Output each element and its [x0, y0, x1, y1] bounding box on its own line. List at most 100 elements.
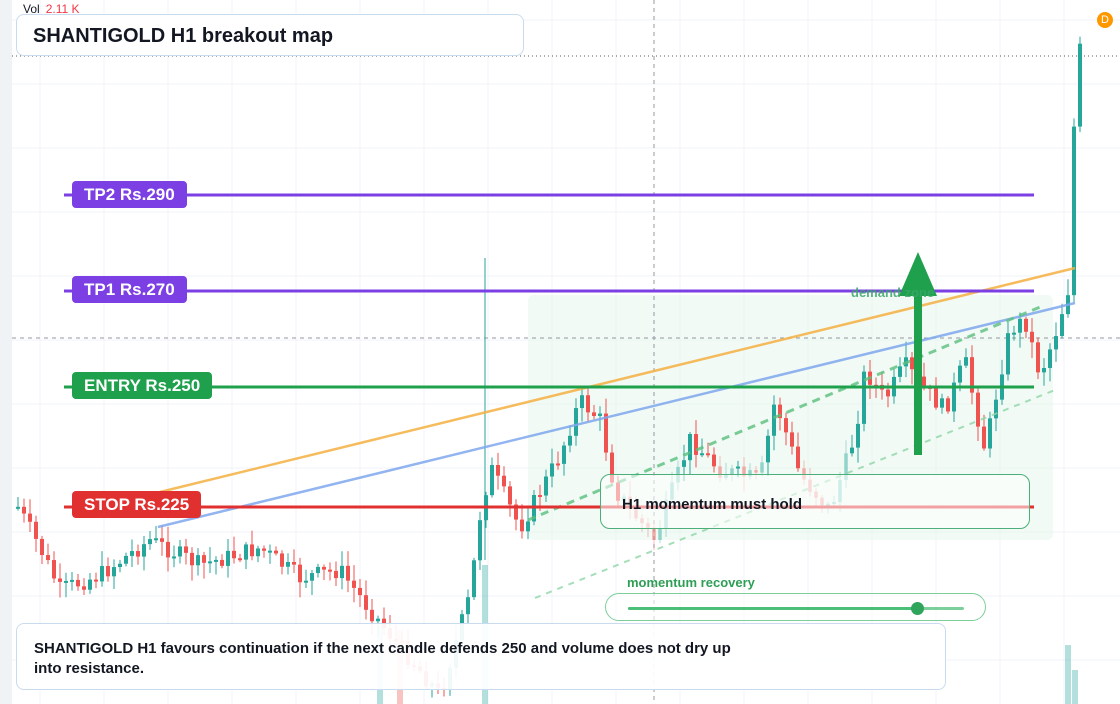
candle-body — [946, 398, 950, 412]
candle-body — [70, 579, 74, 582]
candle-body — [130, 551, 134, 556]
candle-body — [286, 561, 290, 567]
candle-body — [340, 565, 344, 579]
ma-slow-line — [157, 301, 1076, 529]
stop-label[interactable]: STOP Rs.225 — [72, 491, 202, 518]
candle-body — [274, 550, 278, 554]
tp2-label[interactable]: TP2 Rs.290 — [72, 181, 187, 208]
volume-bar — [1072, 670, 1078, 704]
candle-body — [718, 466, 722, 479]
candle-body — [934, 388, 938, 408]
candle-body — [850, 447, 854, 454]
candle-body — [172, 556, 176, 559]
candle-body — [802, 468, 806, 480]
candle-body — [556, 463, 560, 466]
candle-body — [886, 389, 890, 397]
candle-body — [124, 555, 128, 564]
candle-body — [250, 544, 254, 557]
candle-body — [166, 541, 170, 558]
candle-body — [52, 560, 56, 579]
candle-body — [1072, 126, 1076, 296]
candle-body — [100, 566, 104, 582]
candle-body — [88, 579, 92, 590]
candle-body — [34, 521, 38, 539]
candle-body — [208, 561, 212, 564]
candle-body — [526, 521, 530, 532]
dividend-badge[interactable]: D — [1097, 12, 1113, 28]
candle-body — [244, 544, 248, 560]
candle-body — [106, 566, 110, 577]
volume-label: Vol — [23, 2, 40, 16]
candle-body — [496, 465, 500, 476]
candle-body — [118, 563, 122, 568]
candle-body — [700, 453, 704, 456]
momentum-label: momentum recovery — [627, 575, 755, 590]
candle-body — [754, 470, 758, 473]
volume-value: 2.11 K — [45, 2, 80, 16]
candle-body — [514, 504, 518, 520]
title-panel: SHANTIGOLD H1 breakout map — [16, 14, 524, 56]
candle-body — [1036, 342, 1040, 373]
candle-body — [658, 528, 662, 540]
candle-body — [292, 561, 296, 565]
candle-body — [46, 555, 50, 561]
candle-body — [1006, 333, 1010, 375]
candle-body — [604, 413, 608, 453]
demand-zone-label: demand zone — [851, 285, 935, 300]
volume-readout: Vol 2.11 K — [23, 2, 80, 16]
candle-body — [58, 578, 62, 582]
candle-body — [790, 432, 794, 447]
candle-body — [310, 573, 314, 581]
candle-body — [730, 468, 734, 475]
candle-body — [1018, 318, 1022, 333]
candle-body — [844, 453, 848, 480]
candle-body — [1054, 336, 1058, 350]
candle-body — [544, 476, 548, 496]
candle-body — [964, 357, 968, 366]
entry-label[interactable]: ENTRY Rs.250 — [72, 372, 213, 399]
candle-body — [562, 445, 566, 464]
candle-body — [988, 418, 992, 449]
candle-body — [28, 513, 32, 522]
candle-body — [994, 399, 998, 419]
candle-body — [112, 567, 116, 577]
candle-body — [322, 566, 326, 570]
momentum-fill — [628, 607, 917, 610]
candle-body — [1060, 314, 1064, 337]
candle-body — [370, 609, 374, 622]
candle-body — [148, 539, 152, 545]
candle-body — [586, 395, 590, 413]
candle-body — [298, 564, 302, 583]
candle-body — [712, 454, 716, 467]
candle-body — [550, 463, 554, 477]
candle-body — [682, 460, 686, 467]
candle-body — [358, 587, 362, 596]
candle-body — [490, 465, 494, 496]
analysis-note-text: SHANTIGOLD H1 favours continuation if th… — [34, 640, 731, 677]
candle-body — [142, 544, 146, 557]
candle-body — [958, 365, 962, 383]
candle-body — [778, 404, 782, 419]
candle-body — [568, 435, 572, 446]
candle-body — [40, 538, 44, 556]
candle-body — [160, 538, 164, 542]
candle-body — [178, 546, 182, 557]
support-trendline — [527, 303, 1046, 522]
momentum-slider[interactable] — [605, 593, 986, 621]
candle-body — [226, 550, 230, 566]
candle-body — [970, 357, 974, 393]
candle-body — [220, 559, 224, 566]
candle-body — [94, 579, 98, 582]
candle-body — [694, 434, 698, 455]
tp1-label[interactable]: TP1 Rs.270 — [72, 276, 187, 303]
candle-body — [316, 566, 320, 574]
candle-body — [1024, 318, 1028, 332]
chart-title: SHANTIGOLD H1 breakout map — [33, 25, 334, 47]
candle-body — [910, 357, 914, 370]
candle-body — [1042, 368, 1046, 373]
candle-body — [580, 395, 584, 409]
candle-body — [940, 398, 944, 408]
candle-body — [742, 466, 746, 477]
momentum-knob[interactable] — [910, 602, 924, 615]
